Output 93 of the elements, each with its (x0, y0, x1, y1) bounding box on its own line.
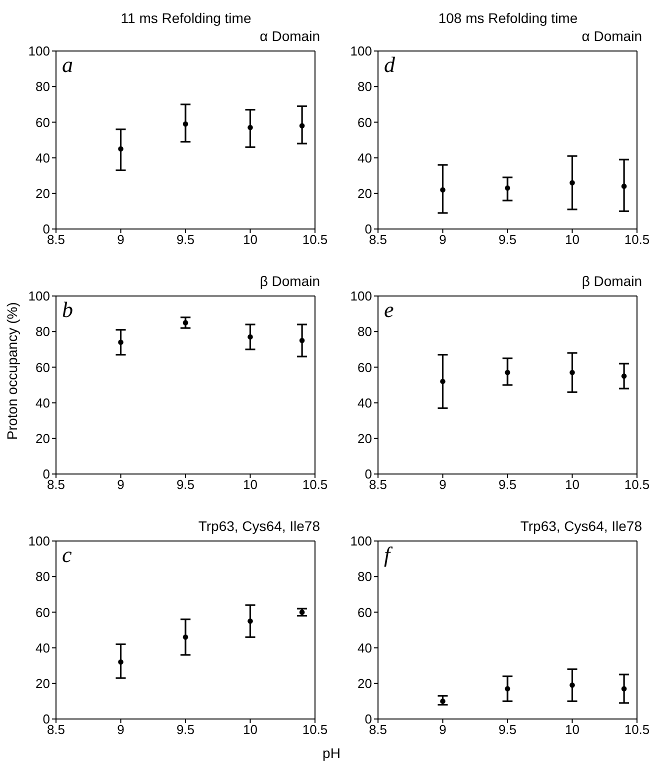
x-tick-label: 9 (117, 722, 124, 738)
point (504, 370, 510, 376)
x-tick-label: 9 (117, 477, 124, 492)
y-tick-label: 40 (36, 395, 50, 410)
y-axis-title: Proton occupancy (%) (4, 302, 20, 440)
chart-subtitle: β Domain (260, 273, 320, 289)
chart-subtitle: Trp63, Cys64, Ile78 (198, 518, 320, 534)
y-tick-label: 80 (36, 79, 50, 94)
y-tick-label: 40 (358, 150, 372, 166)
point (248, 618, 253, 624)
y-tick-label: 100 (350, 44, 372, 59)
x-tick-label: 10.5 (302, 477, 328, 492)
chart-subtitle: α Domain (582, 28, 642, 44)
y-tick-label: 20 (358, 676, 372, 692)
point (440, 698, 446, 704)
chart-subtitle: Trp63, Cys64, Ile78 (520, 518, 642, 534)
point (118, 340, 124, 345)
x-tick-label: 9.5 (498, 722, 517, 738)
point (248, 124, 253, 130)
annotation: e (384, 297, 394, 323)
point (299, 123, 305, 128)
x-tick-label: 9 (117, 232, 124, 248)
x-tick-label: 10 (243, 477, 258, 492)
point (118, 146, 124, 152)
point (621, 184, 627, 189)
x-tick-label: 10 (565, 722, 580, 738)
x-tick-label: 9 (439, 722, 446, 738)
point (182, 320, 188, 326)
y-tick-label: 100 (350, 534, 372, 549)
y-tick-label: 20 (36, 676, 50, 692)
chart-title: 108 ms Refolding time (437, 10, 579, 26)
point (621, 373, 627, 379)
y-tick-label: 20 (358, 186, 372, 202)
y-tick-label: 40 (36, 150, 50, 166)
y-tick-label: 20 (358, 431, 372, 446)
y-tick-label: 40 (358, 640, 372, 656)
y-tick-label: 40 (358, 395, 372, 410)
y-tick-label: 80 (36, 324, 50, 340)
x-tick-label: 10 (243, 232, 258, 248)
x-tick-label: 9.5 (176, 232, 195, 248)
y-tick-label: 60 (358, 360, 372, 375)
point (182, 634, 188, 640)
point (248, 334, 253, 340)
x-tick-label: 9.5 (498, 232, 517, 248)
y-tick-label: 80 (358, 569, 372, 584)
x-tick-label: 9.5 (176, 477, 195, 492)
x-tick-label: 9 (439, 232, 446, 248)
x-tick-label: 10.5 (302, 722, 328, 738)
x-tick-label: 10 (565, 232, 580, 248)
point (570, 370, 575, 376)
x-tick-label: 10 (243, 722, 258, 738)
point (299, 338, 305, 344)
point (570, 180, 575, 186)
chart-title: 11 ms Refolding time (120, 10, 252, 26)
chart-subtitle: α Domain (260, 28, 320, 44)
chart-subtitle: β Domain (582, 273, 642, 289)
x-tick-label: 9 (439, 477, 446, 492)
x-axis-title: pH (322, 745, 342, 761)
y-tick-label: 60 (36, 114, 50, 130)
y-tick-label: 60 (358, 114, 372, 130)
y-tick-label: 60 (36, 360, 50, 375)
y-tick-label: 100 (28, 44, 50, 59)
x-tick-label: 10.5 (302, 232, 328, 248)
y-tick-label: 100 (28, 288, 50, 304)
x-tick-label: 9.5 (498, 477, 517, 492)
annotation: b (62, 297, 73, 323)
annotation: d (384, 52, 395, 78)
point (504, 185, 510, 191)
y-tick-label: 100 (350, 288, 372, 304)
x-tick-label: 10.5 (624, 722, 650, 738)
point (118, 659, 124, 665)
annotation: f (384, 542, 390, 568)
y-tick-label: 60 (358, 604, 372, 620)
y-tick-label: 80 (358, 79, 372, 94)
y-tick-label: 40 (36, 640, 50, 656)
point (440, 187, 446, 192)
point (440, 378, 446, 384)
y-tick-label: 100 (28, 534, 50, 549)
point (504, 686, 510, 692)
x-tick-label: 10 (565, 477, 580, 492)
annotation: c (62, 542, 72, 568)
point (621, 686, 627, 692)
y-tick-label: 80 (358, 324, 372, 340)
x-tick-label: 10.5 (624, 232, 650, 248)
y-tick-label: 80 (36, 569, 50, 584)
x-tick-label: 10.5 (624, 477, 650, 492)
annotation: a (62, 52, 73, 78)
y-tick-label: 20 (36, 186, 50, 202)
point (570, 682, 575, 688)
y-tick-label: 60 (36, 604, 50, 620)
y-tick-label: 20 (36, 431, 50, 446)
point (182, 121, 188, 127)
x-tick-label: 9.5 (176, 722, 195, 738)
